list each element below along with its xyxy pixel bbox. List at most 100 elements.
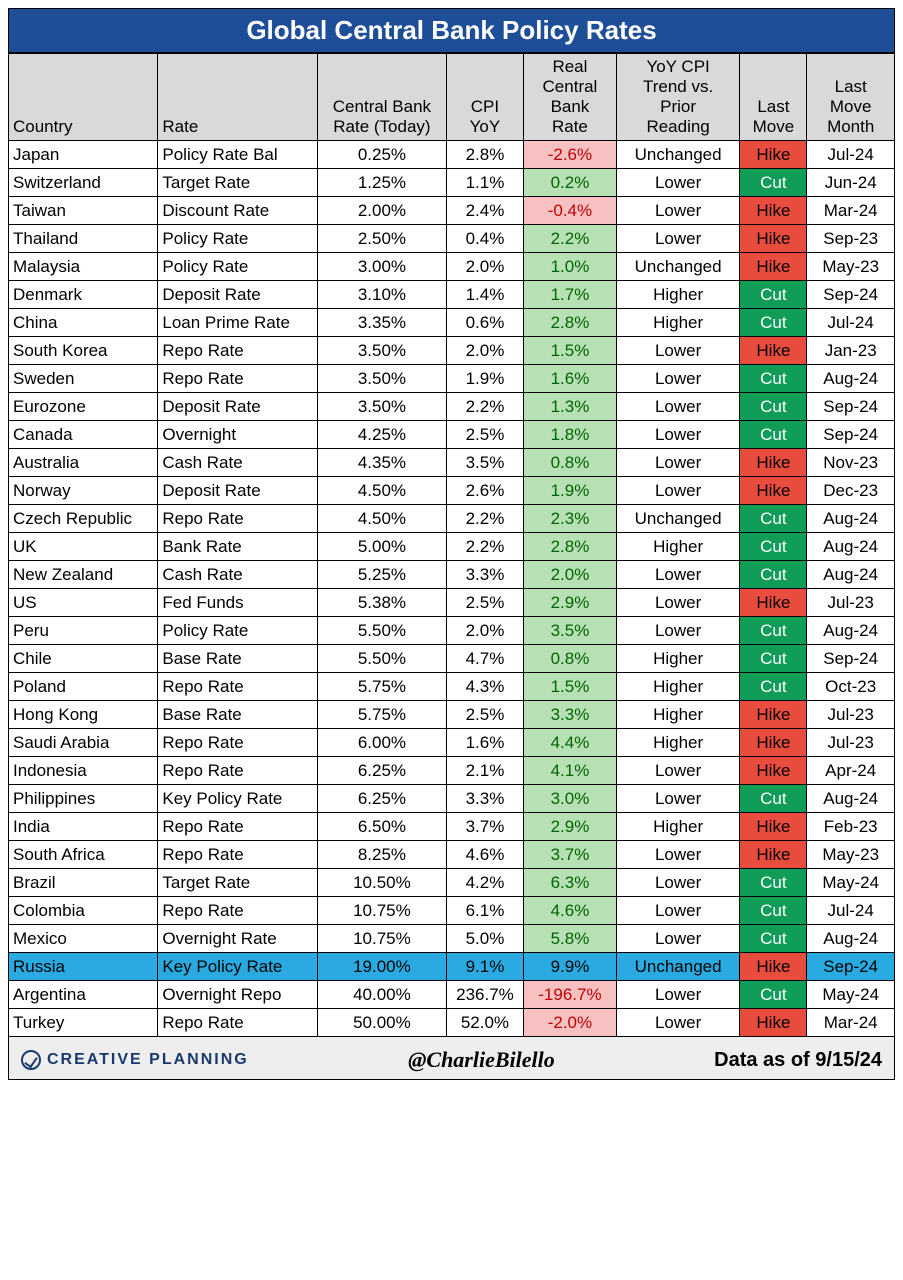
cell: 2.2% [524, 225, 617, 253]
cell: 3.3% [446, 785, 523, 813]
cell: Unchanged [616, 253, 740, 281]
cell: Repo Rate [158, 673, 318, 701]
table-row: SwitzerlandTarget Rate1.25%1.1%0.2%Lower… [9, 169, 895, 197]
cell: Overnight Repo [158, 981, 318, 1009]
cell: 4.2% [446, 869, 523, 897]
cell: 52.0% [446, 1009, 523, 1037]
cell: 2.0% [446, 617, 523, 645]
cell: 1.5% [524, 337, 617, 365]
cell: May-24 [807, 869, 895, 897]
cell: Cut [740, 365, 807, 393]
table-row: IndonesiaRepo Rate6.25%2.1%4.1%LowerHike… [9, 757, 895, 785]
cell: Discount Rate [158, 197, 318, 225]
cell: 4.3% [446, 673, 523, 701]
cell: 2.50% [318, 225, 447, 253]
cell: Sep-23 [807, 225, 895, 253]
cell: 9.1% [446, 953, 523, 981]
cell: -2.0% [524, 1009, 617, 1037]
cell: Policy Rate [158, 225, 318, 253]
cell: Cut [740, 897, 807, 925]
cell: Sweden [9, 365, 158, 393]
cell: 1.4% [446, 281, 523, 309]
cell: Dec-23 [807, 477, 895, 505]
footer: CREATIVE PLANNING @CharlieBilello Data a… [8, 1037, 895, 1080]
cell: Jun-24 [807, 169, 895, 197]
cell: Hike [740, 757, 807, 785]
header-row: CountryRateCentral BankRate (Today)CPIYo… [9, 54, 895, 141]
cell: Aug-24 [807, 533, 895, 561]
col-header: CPIYoY [446, 54, 523, 141]
cell: 2.4% [446, 197, 523, 225]
cell: Aug-24 [807, 617, 895, 645]
cell: UK [9, 533, 158, 561]
cell: Lower [616, 449, 740, 477]
cell: Jan-23 [807, 337, 895, 365]
cell: Oct-23 [807, 673, 895, 701]
cell: 4.6% [446, 841, 523, 869]
cell: Hike [740, 701, 807, 729]
cell: Lower [616, 421, 740, 449]
cell: 2.6% [446, 477, 523, 505]
cell: 3.0% [524, 785, 617, 813]
cell: Cut [740, 617, 807, 645]
cell: 3.3% [446, 561, 523, 589]
cell: Hike [740, 1009, 807, 1037]
table-row: PolandRepo Rate5.75%4.3%1.5%HigherCutOct… [9, 673, 895, 701]
table-row: AustraliaCash Rate4.35%3.5%0.8%LowerHike… [9, 449, 895, 477]
cell: Lower [616, 169, 740, 197]
cell: Higher [616, 673, 740, 701]
cell: Cut [740, 393, 807, 421]
cell: Taiwan [9, 197, 158, 225]
cell: US [9, 589, 158, 617]
cell: Hike [740, 197, 807, 225]
table-row: Czech RepublicRepo Rate4.50%2.2%2.3%Unch… [9, 505, 895, 533]
cell: Feb-23 [807, 813, 895, 841]
cell: Hike [740, 477, 807, 505]
cell: Hike [740, 141, 807, 169]
table-row: EurozoneDeposit Rate3.50%2.2%1.3%LowerCu… [9, 393, 895, 421]
cell: 1.8% [524, 421, 617, 449]
table-row: RussiaKey Policy Rate19.00%9.1%9.9%Uncha… [9, 953, 895, 981]
cell: 1.9% [446, 365, 523, 393]
cell: 6.3% [524, 869, 617, 897]
cell: Lower [616, 757, 740, 785]
cell: Deposit Rate [158, 393, 318, 421]
cell: 5.75% [318, 673, 447, 701]
table-row: JapanPolicy Rate Bal0.25%2.8%-2.6%Unchan… [9, 141, 895, 169]
cell: Chile [9, 645, 158, 673]
cell: Eurozone [9, 393, 158, 421]
cell: 0.2% [524, 169, 617, 197]
cell: Nov-23 [807, 449, 895, 477]
table-row: UKBank Rate5.00%2.2%2.8%HigherCutAug-24 [9, 533, 895, 561]
cell: Policy Rate [158, 617, 318, 645]
cell: 2.5% [446, 421, 523, 449]
cell: Cut [740, 561, 807, 589]
cell: Poland [9, 673, 158, 701]
cell: Hike [740, 953, 807, 981]
logo-text: CREATIVE PLANNING [47, 1051, 249, 1069]
col-header: YoY CPITrend vs.PriorReading [616, 54, 740, 141]
cell: 4.4% [524, 729, 617, 757]
cell: Lower [616, 869, 740, 897]
cell: 6.50% [318, 813, 447, 841]
cell: 2.8% [446, 141, 523, 169]
cell: May-23 [807, 253, 895, 281]
table-row: South AfricaRepo Rate8.25%4.6%3.7%LowerH… [9, 841, 895, 869]
cell: Higher [616, 729, 740, 757]
cell: Aug-24 [807, 785, 895, 813]
cell: South Africa [9, 841, 158, 869]
cell: Sep-24 [807, 393, 895, 421]
cell: 1.7% [524, 281, 617, 309]
table-row: BrazilTarget Rate10.50%4.2%6.3%LowerCutM… [9, 869, 895, 897]
cell: Japan [9, 141, 158, 169]
table-row: DenmarkDeposit Rate3.10%1.4%1.7%HigherCu… [9, 281, 895, 309]
cell: Unchanged [616, 953, 740, 981]
cell: Lower [616, 785, 740, 813]
cell: Indonesia [9, 757, 158, 785]
cell: Cut [740, 785, 807, 813]
cell: Cut [740, 281, 807, 309]
cell: 10.75% [318, 925, 447, 953]
cell: Russia [9, 953, 158, 981]
table-row: Hong KongBase Rate5.75%2.5%3.3%HigherHik… [9, 701, 895, 729]
cell: 9.9% [524, 953, 617, 981]
